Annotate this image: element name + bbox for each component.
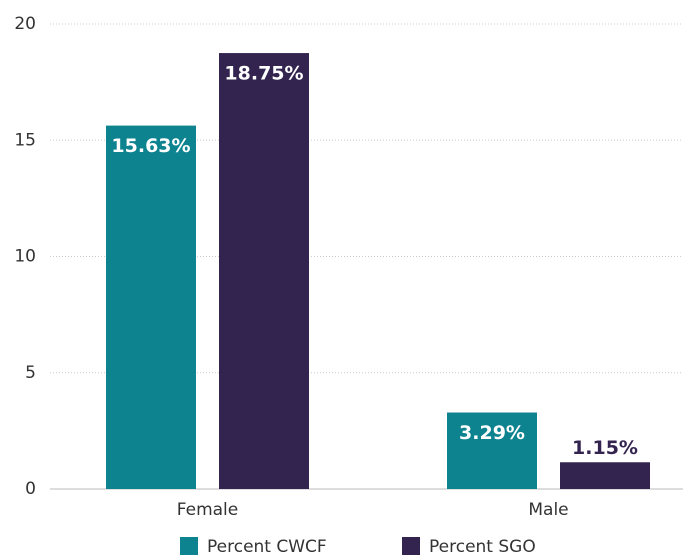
value-label: 1.15%	[572, 437, 638, 459]
x-tick-label: Female	[177, 500, 238, 520]
bar	[560, 462, 650, 489]
value-label: 18.75%	[224, 63, 303, 85]
value-label: 15.63%	[111, 135, 190, 157]
y-tick-label: 15	[14, 130, 36, 150]
legend-swatch	[402, 537, 420, 555]
legend-label: Percent CWCF	[207, 537, 327, 557]
x-tick-label: Male	[528, 500, 568, 520]
bar	[106, 125, 196, 489]
value-label: 3.29%	[459, 422, 525, 444]
legend-swatch	[180, 537, 198, 555]
bar	[219, 53, 309, 489]
y-tick-label: 20	[14, 14, 36, 34]
y-tick-label: 0	[25, 479, 36, 499]
y-tick-label: 5	[25, 363, 36, 383]
bar	[447, 412, 537, 489]
y-tick-label: 10	[14, 247, 36, 267]
legend-label: Percent SGO	[429, 537, 536, 557]
